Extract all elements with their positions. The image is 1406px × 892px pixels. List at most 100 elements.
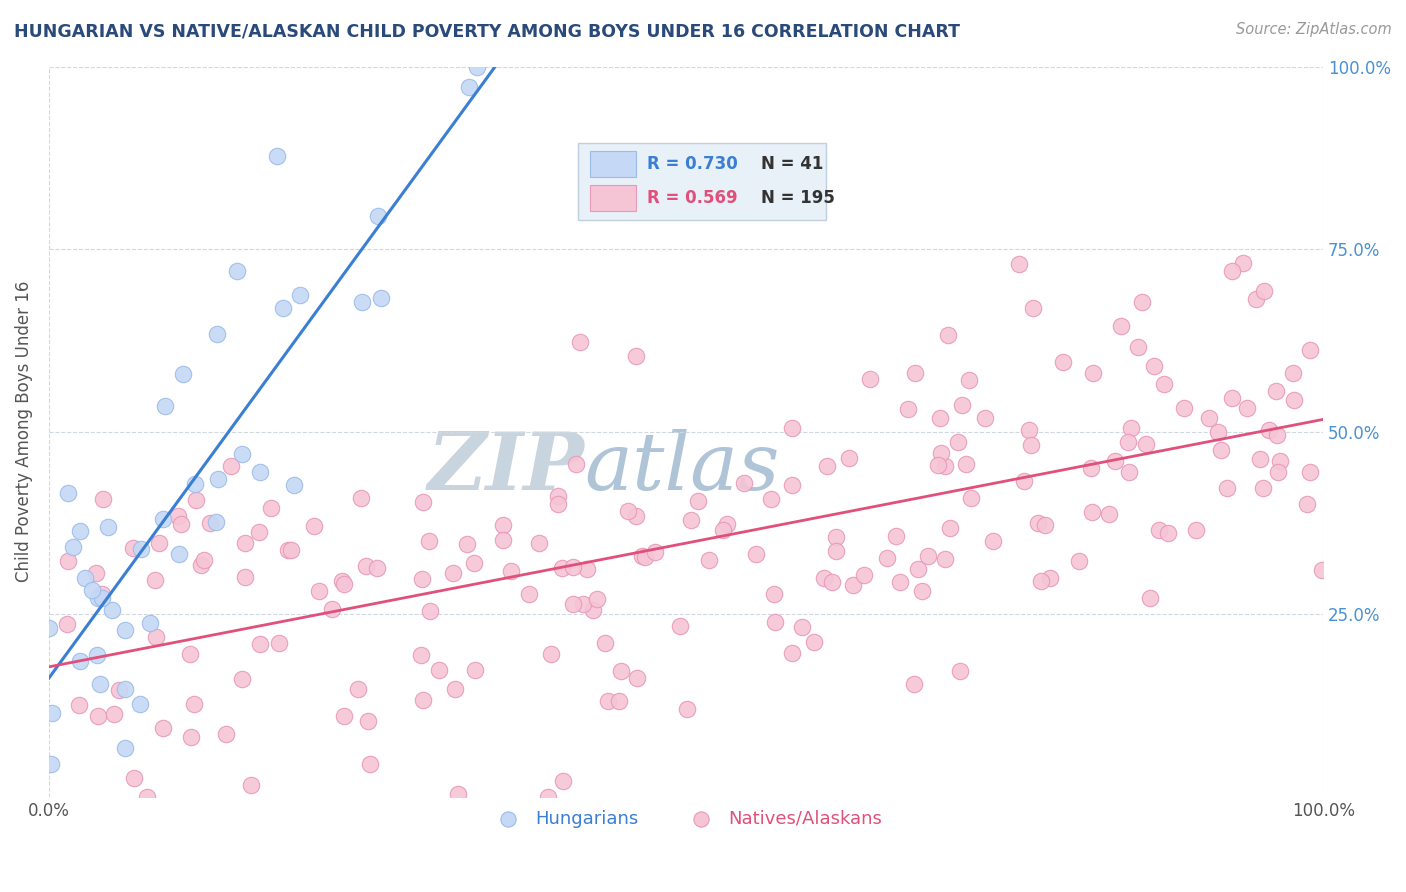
- Point: [330, 574, 353, 589]
- Point: [1097, 507, 1119, 521]
- Point: [67, 698, 90, 712]
- Point: [346, 682, 368, 697]
- Point: [153, 399, 176, 413]
- FancyBboxPatch shape: [591, 151, 637, 177]
- Point: [1198, 411, 1220, 425]
- Point: [1267, 427, 1289, 442]
- Point: [152, 511, 174, 525]
- Point: [1080, 460, 1102, 475]
- Point: [143, 573, 166, 587]
- Point: [129, 542, 152, 557]
- Point: [517, 586, 540, 600]
- Point: [447, 787, 470, 801]
- Point: [456, 537, 478, 551]
- Point: [152, 721, 174, 735]
- Point: [233, 535, 256, 549]
- Point: [1220, 392, 1243, 406]
- Point: [1018, 424, 1040, 438]
- Point: [1026, 516, 1049, 531]
- Point: [825, 543, 848, 558]
- Point: [820, 574, 842, 589]
- Point: [62, 541, 84, 555]
- Point: [219, 458, 242, 473]
- Point: [411, 648, 433, 662]
- Point: [73, 571, 96, 585]
- Point: [1268, 454, 1291, 468]
- Text: atlas: atlas: [583, 429, 779, 507]
- Point: [288, 288, 311, 302]
- Point: [547, 489, 569, 503]
- Point: [114, 740, 136, 755]
- Point: [1019, 437, 1042, 451]
- Point: [711, 523, 734, 537]
- Point: [782, 478, 804, 492]
- Point: [86, 648, 108, 662]
- Point: [825, 530, 848, 544]
- Text: ZIP: ZIP: [427, 429, 583, 507]
- Point: [148, 536, 170, 550]
- Point: [582, 603, 605, 617]
- Point: [1236, 401, 1258, 415]
- Point: [780, 420, 803, 434]
- Point: [576, 562, 599, 576]
- Point: [464, 664, 486, 678]
- Point: [1249, 451, 1271, 466]
- Point: [333, 577, 356, 591]
- Point: [1119, 421, 1142, 435]
- Point: [492, 533, 515, 548]
- Point: [350, 491, 373, 506]
- Point: [928, 411, 950, 425]
- Point: [1157, 525, 1180, 540]
- Point: [458, 79, 481, 94]
- Point: [170, 517, 193, 532]
- Point: [1296, 497, 1319, 511]
- Point: [56, 486, 79, 500]
- Point: [1246, 292, 1268, 306]
- Point: [569, 335, 592, 350]
- Point: [1104, 454, 1126, 468]
- Point: [1267, 465, 1289, 479]
- Point: [903, 677, 925, 691]
- Point: [903, 367, 925, 381]
- Point: [1253, 481, 1275, 495]
- Point: [681, 512, 703, 526]
- Point: [897, 401, 920, 416]
- Point: [333, 708, 356, 723]
- Point: [1232, 256, 1254, 270]
- Point: [1216, 481, 1239, 495]
- Point: [644, 545, 666, 559]
- Point: [1135, 436, 1157, 450]
- Point: [1299, 343, 1322, 357]
- Point: [1007, 257, 1029, 271]
- Point: [1116, 435, 1139, 450]
- Point: [936, 327, 959, 342]
- Point: [929, 446, 952, 460]
- Point: [763, 615, 786, 629]
- Point: [1298, 465, 1320, 479]
- Point: [207, 472, 229, 486]
- Point: [321, 602, 343, 616]
- Point: [366, 561, 388, 575]
- Point: [87, 708, 110, 723]
- Point: [537, 789, 560, 804]
- Point: [184, 477, 207, 491]
- Point: [1253, 284, 1275, 298]
- Point: [128, 697, 150, 711]
- Point: [114, 623, 136, 637]
- Point: [38, 621, 60, 635]
- Point: [370, 292, 392, 306]
- Point: [955, 457, 977, 471]
- Point: [214, 727, 236, 741]
- Point: [626, 671, 648, 685]
- Point: [1039, 571, 1062, 585]
- Point: [699, 553, 721, 567]
- Text: R = 0.730: R = 0.730: [647, 154, 737, 173]
- Point: [1282, 393, 1305, 408]
- Point: [463, 556, 485, 570]
- Point: [1118, 465, 1140, 479]
- Point: [884, 529, 907, 543]
- Point: [249, 637, 271, 651]
- Y-axis label: Child Poverty Among Boys Under 16: Child Poverty Among Boys Under 16: [15, 281, 32, 582]
- Point: [267, 635, 290, 649]
- Point: [1067, 554, 1090, 568]
